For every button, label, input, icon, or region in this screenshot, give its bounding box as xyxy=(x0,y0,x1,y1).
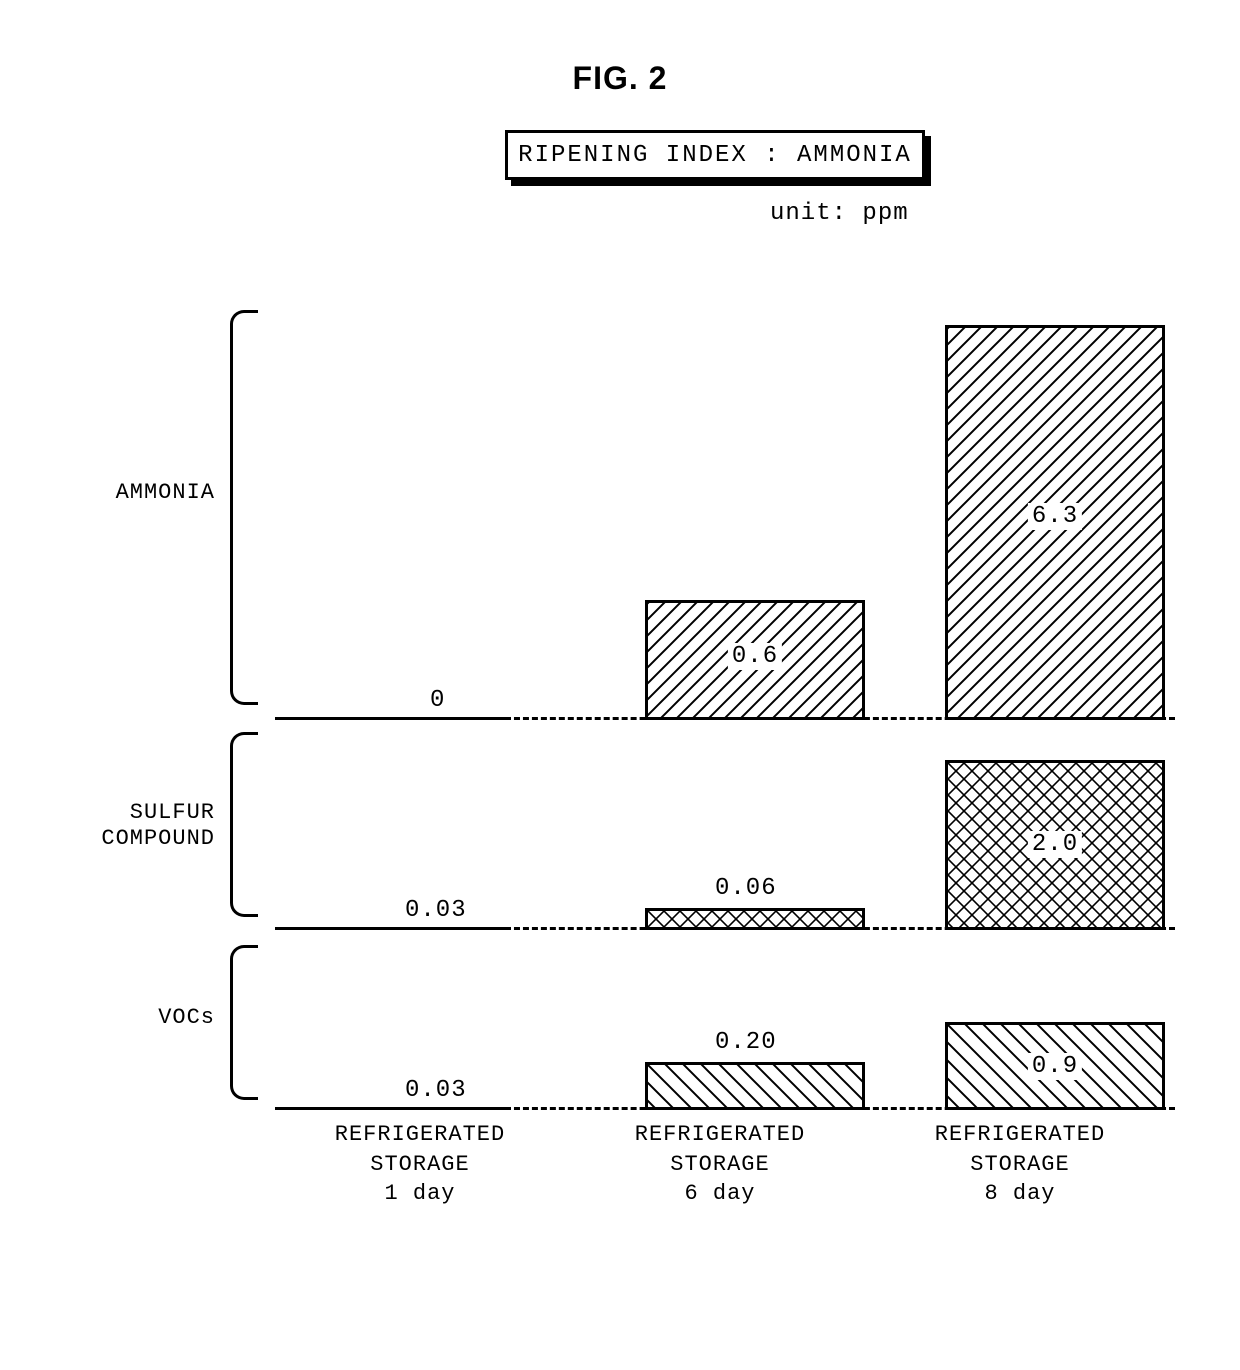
bar-vocs-1 xyxy=(645,1062,865,1110)
xtick-1-l3: 6 day xyxy=(684,1181,755,1206)
value-sulfur-0: 0.03 xyxy=(405,897,467,924)
value-ammonia-0: 0 xyxy=(430,687,445,714)
bar-ammonia-1: 0.6 xyxy=(645,600,865,720)
xtick-0: REFRIGERATED STORAGE 1 day xyxy=(270,1120,570,1209)
xtick-2-l2: STORAGE xyxy=(970,1152,1069,1177)
brace-icon xyxy=(230,310,258,705)
xtick-0-l1: REFRIGERATED xyxy=(335,1122,505,1147)
xtick-1: REFRIGERATED STORAGE 6 day xyxy=(570,1120,870,1209)
legend: RIPENING INDEX : AMMONIA xyxy=(505,130,925,180)
legend-box: RIPENING INDEX : AMMONIA xyxy=(505,130,925,180)
bar-sulfur-1 xyxy=(645,908,865,930)
bar-sulfur-2: 2.0 xyxy=(945,760,1165,930)
brace-icon xyxy=(230,732,258,917)
unit-label: unit: ppm xyxy=(770,200,909,227)
legend-text: RIPENING INDEX : AMMONIA xyxy=(518,142,912,169)
xtick-0-l3: 1 day xyxy=(384,1181,455,1206)
group-ammonia: AMMONIA 0 0.6 6.3 xyxy=(80,290,1160,720)
group-label-ammonia: AMMONIA xyxy=(80,480,215,506)
figure-title: FIG. 2 xyxy=(0,60,1240,97)
group-label-sulfur-l2: COMPOUND xyxy=(101,826,215,851)
value-vocs-0: 0.03 xyxy=(405,1077,467,1104)
bar-vocs-2: 0.9 xyxy=(945,1022,1165,1110)
group-label-sulfur-l1: SULFUR xyxy=(130,800,215,825)
group-sulfur: SULFUR COMPOUND 0.03 0.06 2.0 xyxy=(80,720,1160,930)
group-label-vocs: VOCs xyxy=(80,1005,215,1031)
value-sulfur-2: 2.0 xyxy=(1028,831,1082,858)
group-vocs: VOCs 0.03 0.20 0.9 xyxy=(80,930,1160,1110)
brace-icon xyxy=(230,945,258,1100)
xtick-2-l1: REFRIGERATED xyxy=(935,1122,1105,1147)
page: FIG. 2 RIPENING INDEX : AMMONIA unit: pp… xyxy=(0,0,1240,1370)
bar-ammonia-2: 6.3 xyxy=(945,325,1165,720)
group-label-sulfur: SULFUR COMPOUND xyxy=(80,800,215,853)
bars-ammonia: 0 0.6 6.3 xyxy=(275,290,1160,720)
value-vocs-2: 0.9 xyxy=(1028,1053,1082,1080)
xtick-1-l2: STORAGE xyxy=(670,1152,769,1177)
value-ammonia-2: 6.3 xyxy=(1028,503,1082,530)
x-axis: REFRIGERATED STORAGE 1 day REFRIGERATED … xyxy=(270,1120,1170,1209)
xtick-2-l3: 8 day xyxy=(984,1181,1055,1206)
value-ammonia-1: 0.6 xyxy=(728,643,782,670)
baseline-solid xyxy=(275,1107,505,1110)
bars-vocs: 0.03 0.20 0.9 xyxy=(275,930,1160,1110)
chart-area: AMMONIA 0 0.6 6.3 SULFUR COMPOUND xyxy=(80,290,1160,1110)
xtick-1-l1: REFRIGERATED xyxy=(635,1122,805,1147)
value-vocs-1: 0.20 xyxy=(715,1029,777,1056)
bars-sulfur: 0.03 0.06 2.0 xyxy=(275,720,1160,930)
xtick-2: REFRIGERATED STORAGE 8 day xyxy=(870,1120,1170,1209)
value-sulfur-1: 0.06 xyxy=(715,875,777,902)
xtick-0-l2: STORAGE xyxy=(370,1152,469,1177)
